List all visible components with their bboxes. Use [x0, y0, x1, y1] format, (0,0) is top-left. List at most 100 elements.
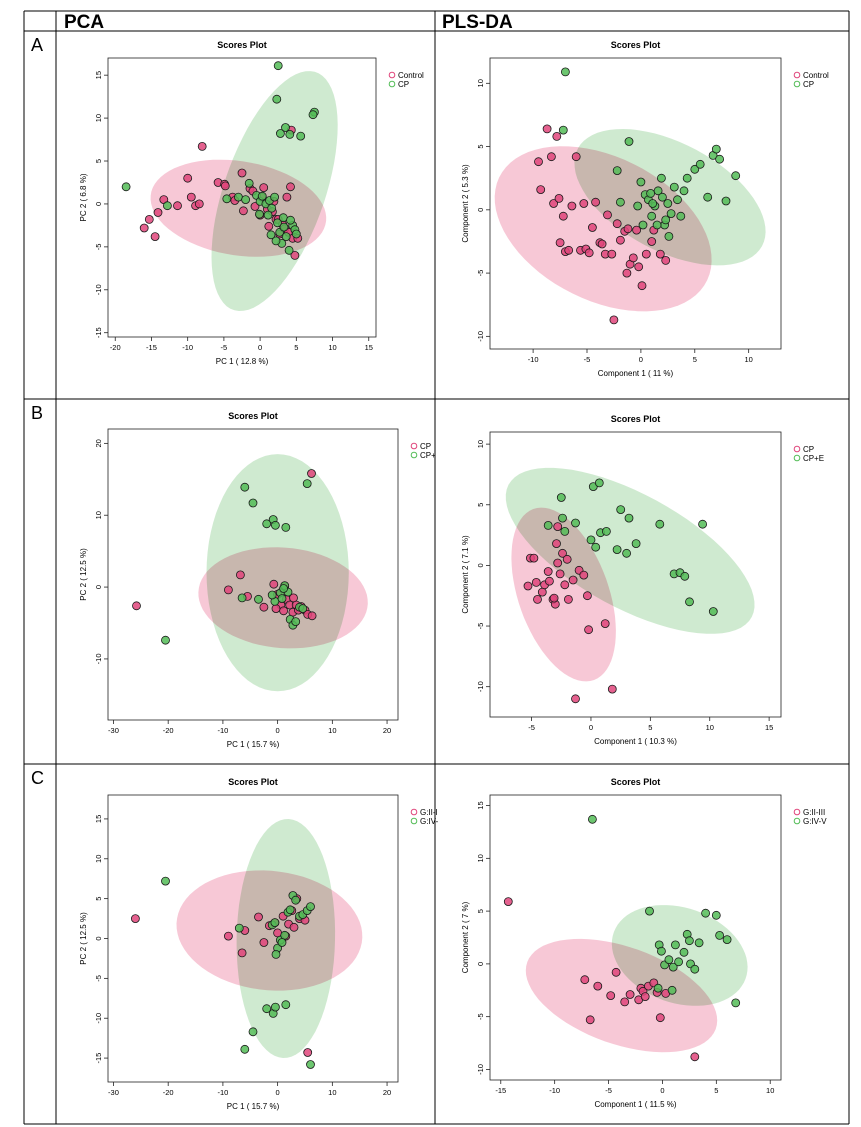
score-point	[267, 590, 277, 600]
y-tick-label: 0	[476, 563, 485, 567]
score-point	[655, 1013, 665, 1023]
score-point	[624, 137, 634, 146]
score-point	[545, 576, 554, 586]
score-point	[150, 232, 160, 242]
score-point	[289, 922, 299, 932]
score-point	[552, 539, 561, 548]
legend-marker	[793, 445, 801, 453]
score-point	[690, 164, 700, 174]
score-point	[661, 215, 671, 225]
score-point	[237, 593, 247, 603]
score-point	[695, 159, 705, 169]
score-point	[161, 876, 170, 886]
score-point	[715, 931, 724, 940]
y-tick-label: -10	[94, 1013, 103, 1024]
score-point	[529, 553, 539, 563]
score-point	[657, 946, 666, 956]
score-point	[580, 975, 590, 985]
plot-frame	[489, 57, 782, 350]
score-point	[701, 908, 710, 918]
score-point	[307, 469, 316, 478]
header-plsda: PLS-DA	[442, 12, 513, 33]
legend-label: CP+	[420, 451, 436, 460]
score-point	[633, 201, 643, 211]
score-point	[555, 569, 565, 579]
y-tick-label: -10	[476, 331, 485, 342]
score-point	[186, 192, 196, 202]
score-point	[237, 948, 247, 958]
score-point	[622, 548, 631, 558]
score-point	[591, 197, 600, 207]
score-point	[264, 221, 274, 231]
y-tick-label: -10	[476, 681, 485, 692]
score-point	[655, 249, 665, 259]
score-point	[235, 570, 245, 580]
x-tick-label: 0	[258, 343, 262, 352]
score-point	[183, 173, 193, 183]
score-point	[271, 604, 281, 613]
legend-label: CP+E	[803, 454, 824, 463]
score-point	[121, 182, 131, 192]
score-point	[645, 906, 654, 916]
score-point	[277, 594, 287, 603]
score-point	[286, 182, 295, 192]
x-tick-label: -30	[108, 726, 119, 735]
score-point	[579, 570, 589, 580]
score-point	[244, 178, 254, 188]
x-tick-label: -20	[163, 726, 174, 735]
score-point	[623, 224, 633, 234]
score-point	[533, 595, 542, 604]
score-point	[270, 192, 280, 202]
table-borders	[23, 10, 850, 1125]
legend-marker	[793, 817, 801, 825]
y-tick-label: -15	[94, 327, 103, 338]
x-tick-label: -20	[163, 1088, 174, 1097]
header-pca: PCA	[64, 12, 104, 33]
score-point	[549, 199, 558, 208]
score-point	[664, 231, 674, 241]
score-point	[676, 211, 686, 221]
score-point	[641, 249, 651, 259]
score-point	[567, 201, 577, 211]
score-point	[270, 918, 280, 927]
score-point	[584, 248, 594, 258]
score-point	[647, 237, 657, 246]
score-point	[194, 199, 204, 209]
score-point	[281, 232, 291, 242]
legend-label: Control	[803, 71, 829, 80]
score-point	[523, 581, 533, 591]
legend-marker	[410, 451, 418, 459]
score-point	[542, 124, 552, 134]
score-point	[139, 223, 149, 233]
score-point	[609, 315, 619, 325]
chart-C-pca: Scores Plot -30 -20 -10 0 10 20 -15 -10 -5 0 5 10 15 P…	[79, 777, 439, 1111]
score-point	[721, 196, 731, 206]
plot-frame	[107, 428, 399, 721]
score-point	[267, 203, 277, 213]
score-point	[285, 129, 295, 139]
score-point	[254, 594, 263, 604]
score-point	[238, 206, 248, 216]
score-point	[223, 931, 233, 941]
score-point	[278, 213, 288, 223]
score-point	[661, 255, 671, 265]
score-point	[593, 981, 603, 991]
score-point	[648, 199, 658, 208]
score-point	[607, 684, 617, 694]
chart-title: Scores Plot	[228, 777, 278, 787]
chart-B-pca: Scores Plot -30 -20 -10 0 10 20 -10 0 10 20 PC 1 ( …	[79, 411, 436, 749]
x-tick-label: -5	[528, 723, 535, 732]
score-point	[161, 635, 170, 645]
score-point	[558, 548, 567, 558]
score-point	[262, 1004, 272, 1014]
score-point	[503, 897, 513, 906]
score-point	[273, 218, 282, 228]
score-point	[279, 222, 289, 232]
score-point	[536, 185, 546, 195]
score-point	[690, 964, 700, 974]
x-axis-label: PC 1 ( 15.7 %)	[227, 1102, 280, 1111]
score-point	[303, 1048, 313, 1057]
score-point	[560, 580, 570, 590]
y-tick-label: 10	[476, 854, 485, 862]
confidence-ellipse-green	[574, 129, 766, 266]
